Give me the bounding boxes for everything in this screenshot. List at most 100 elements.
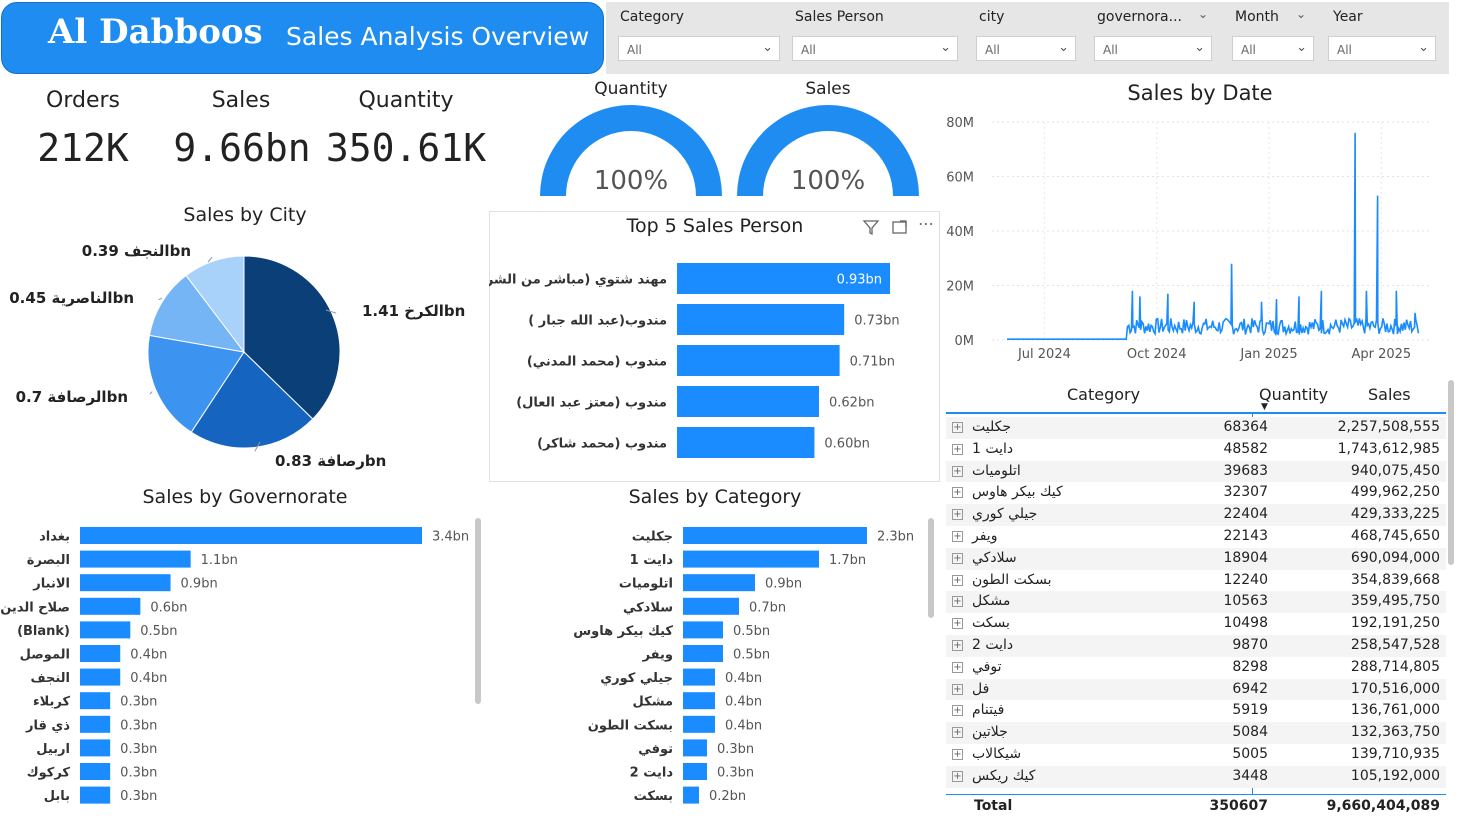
table-row[interactable]: + فل 6942 170,516,000	[946, 678, 1446, 701]
bar-category-label: صلاح الدين	[0, 600, 70, 615]
expand-icon[interactable]: +	[952, 705, 963, 717]
table-row[interactable]: + كيك ريكس 3448 105,192,000	[946, 765, 1446, 788]
pie-label: الرصافة 0.7bn	[16, 388, 128, 406]
table-row[interactable]: + شيكالاب 5005 139,710,935	[946, 744, 1446, 766]
filter-category-select[interactable]: All ⌄	[618, 36, 780, 61]
bar	[80, 645, 121, 662]
focus-mode-icon[interactable]	[891, 218, 909, 236]
category-scrollbar[interactable]	[928, 518, 934, 618]
bar-value-label: 0.3bn	[717, 766, 754, 781]
expand-icon[interactable]: +	[952, 443, 963, 455]
expand-icon[interactable]: +	[952, 749, 963, 760]
column-quantity[interactable]: Quantity	[1259, 385, 1329, 404]
kpi-orders-value: 212K	[37, 126, 129, 170]
table-row[interactable]: + كيك بيكر هاوس 32307 499,962,250	[946, 482, 1446, 505]
table-row[interactable]: + دايت 2 9870 258,547,528	[946, 635, 1446, 657]
sales-by-date-line-chart: 0M 20M 40M 60M 80M Jul 2024 Oct 2024 Jan 2025 Ap…	[946, 116, 1430, 362]
table-row[interactable]: + بسكت الطون 12240 354,839,668	[946, 569, 1446, 592]
bar-value-label: 1.1bn	[201, 553, 238, 568]
expand-icon[interactable]: +	[952, 683, 963, 695]
row-quantity: 5084	[1232, 724, 1268, 741]
bar	[677, 263, 890, 294]
expand-icon[interactable]: +	[952, 422, 963, 433]
filter-city-select[interactable]: All ⌄	[976, 36, 1076, 61]
bar	[80, 574, 171, 592]
chevron-down-icon[interactable]: ⌄	[1296, 7, 1307, 21]
table-row[interactable]: + جيلي كوري 22404 429,333,225	[946, 504, 1446, 527]
filter-salesperson-select[interactable]: All ⌄	[792, 36, 958, 61]
chevron-down-icon: ⌄	[1296, 40, 1307, 55]
row-sales: 136,761,000	[1350, 702, 1440, 719]
table-row[interactable]: + مشكل 10563 359,495,750	[946, 591, 1446, 614]
table-row[interactable]: + دايت 1 48582 1,743,612,985	[946, 438, 1446, 461]
kpi-quantity-value: 350.61K	[325, 126, 487, 170]
category-table: Category Quantity ▼ Sales + جكليت 68364 2,2…	[946, 380, 1446, 820]
governorate-scrollbar[interactable]	[475, 518, 481, 704]
table-row[interactable]: + سلادكي 18904 690,094,000	[946, 547, 1446, 570]
expand-icon[interactable]: +	[952, 770, 963, 782]
expand-icon[interactable]: +	[952, 487, 963, 499]
expand-icon[interactable]: +	[952, 640, 963, 651]
bar-value-label: 0.3bn	[120, 742, 157, 757]
pie-label: رصافة 0.83bn	[275, 452, 386, 470]
expand-icon[interactable]: +	[952, 618, 963, 630]
row-category: دايت 1	[972, 440, 1014, 457]
bar-category-label: بسكت الطون	[588, 718, 673, 733]
bar-category-label: ويفر	[642, 648, 673, 663]
more-options-icon[interactable]: ⋯	[918, 214, 934, 233]
y-tick-label: 40M	[946, 225, 974, 240]
filter-year-select[interactable]: All ⌄	[1328, 36, 1436, 61]
filter-month-select[interactable]: All ⌄	[1232, 36, 1314, 61]
filter-city-label: city	[979, 9, 1005, 25]
row-category: مشكل	[972, 593, 1011, 610]
bar	[80, 668, 121, 686]
filter-month-label: Month	[1235, 9, 1279, 25]
row-quantity: 39683	[1223, 462, 1268, 479]
table-row[interactable]: + اتلوميات 39683 940,075,450	[946, 460, 1446, 483]
bar-category-label: اتلوميات	[619, 577, 673, 592]
bar-category-label: دايت 2	[630, 766, 674, 781]
table-row[interactable]: + ويفر 22143 468,745,650	[946, 526, 1446, 548]
table-row[interactable]: + فيتنام 5919 136,761,000	[946, 700, 1446, 723]
expand-icon[interactable]: +	[952, 509, 963, 521]
expand-icon[interactable]: +	[952, 727, 963, 739]
expand-icon[interactable]: +	[952, 574, 963, 586]
row-category: سلادكي	[972, 549, 1017, 566]
sort-descending-icon[interactable]: ▼	[1261, 402, 1268, 412]
row-quantity: 48582	[1223, 440, 1268, 457]
column-category[interactable]: Category	[1067, 385, 1141, 404]
filter-category-value: All	[627, 43, 642, 57]
bar	[683, 574, 755, 592]
row-category: اتلوميات	[972, 462, 1021, 479]
bar-category-label: ذي قار	[25, 718, 70, 733]
row-sales: 288,714,805	[1350, 658, 1440, 675]
expand-icon[interactable]: +	[952, 552, 963, 564]
row-sales: 132,363,750	[1350, 724, 1440, 741]
column-sales[interactable]: Sales	[1368, 385, 1411, 404]
filter-governorate-select[interactable]: All ⌄	[1094, 36, 1212, 61]
expand-icon[interactable]: +	[952, 531, 963, 542]
gauge-sales-arc	[737, 105, 919, 196]
bar-category-label: البصرة	[27, 553, 70, 568]
bar	[683, 550, 819, 568]
table-row[interactable]: + جكليت 68364 2,257,508,555	[946, 417, 1446, 439]
row-sales: 940,075,450	[1350, 462, 1440, 479]
pie-slice	[147, 334, 245, 433]
bar-value-label: 0.4bn	[130, 648, 167, 663]
table-row[interactable]: + بسكت 10498 192,191,250	[946, 613, 1446, 636]
expand-icon[interactable]: +	[952, 465, 963, 477]
bar-category-label: كربلاء	[33, 695, 70, 710]
pie-leader-line	[254, 441, 261, 452]
bar-value-label: 0.9bn	[765, 577, 802, 592]
chevron-down-icon[interactable]: ⌄	[1198, 7, 1209, 21]
table-scrollbar[interactable]	[1448, 380, 1454, 565]
bar	[80, 715, 111, 733]
table-row[interactable]: + توفي 8298 288,714,805	[946, 656, 1446, 679]
pie-slice	[243, 255, 341, 420]
bar	[80, 527, 422, 544]
expand-icon[interactable]: +	[952, 661, 963, 673]
filter-icon[interactable]	[862, 218, 880, 236]
row-quantity: 10498	[1223, 615, 1268, 632]
table-row[interactable]: + جلاتين 5084 132,363,750	[946, 722, 1446, 745]
expand-icon[interactable]: +	[952, 596, 963, 608]
